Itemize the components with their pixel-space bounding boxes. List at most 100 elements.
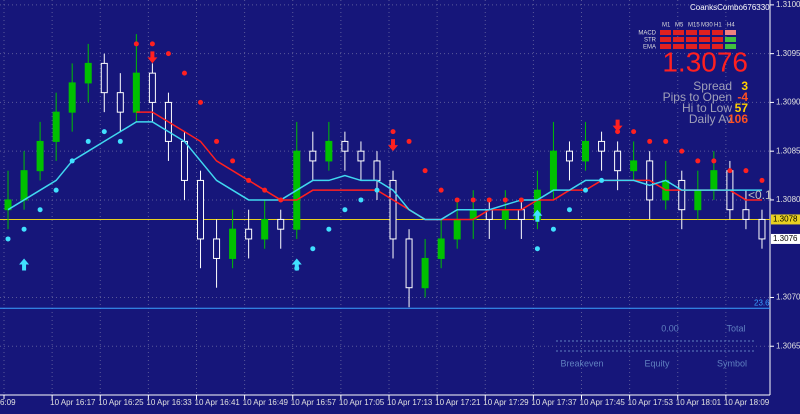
buy-arrow	[532, 209, 543, 222]
sar-dot	[679, 148, 685, 154]
sar-dot	[5, 236, 11, 242]
sar-dot	[198, 99, 204, 105]
x-tick-label: 10 Apr 17:29	[483, 398, 529, 407]
candle-body	[180, 140, 188, 181]
timeframe: M1	[662, 23, 671, 29]
sar-dot	[727, 168, 733, 174]
x-tick-label: 10 Apr 17:45	[580, 398, 626, 407]
sar-dot	[230, 158, 236, 164]
candle-body	[277, 218, 285, 230]
stat-value: 3	[741, 79, 748, 93]
sar-dot	[117, 138, 123, 144]
y-tick-label: 1.3095	[776, 49, 800, 58]
candle-body	[598, 140, 606, 152]
row-name: STR	[644, 38, 657, 44]
candle-body	[148, 72, 156, 103]
sar-dot	[69, 158, 75, 164]
signal-cell	[686, 44, 697, 49]
sar-dot	[149, 41, 155, 47]
level-tag-text: 1.3078	[773, 215, 798, 224]
timeframe: H1	[714, 23, 722, 29]
y-tick-label: 1.3085	[776, 146, 800, 155]
sar-dot	[21, 226, 27, 232]
candle-body	[614, 150, 622, 172]
candle-body	[405, 238, 413, 289]
stat-label: Daily Av	[689, 112, 732, 126]
candle-body	[213, 238, 221, 259]
stat-value: 106	[728, 112, 748, 126]
y-tick-label: 1.3065	[776, 341, 800, 350]
sar-dot	[518, 197, 524, 203]
buy-arrow	[19, 258, 30, 271]
level-tag	[771, 214, 800, 225]
sar-dot	[454, 197, 460, 203]
candle-body	[565, 150, 573, 162]
candle-body	[453, 218, 461, 240]
candle-body	[421, 257, 429, 289]
sar-dot	[566, 207, 572, 213]
candle-body	[582, 140, 590, 162]
candle-body	[132, 72, 140, 113]
sar-dot	[326, 226, 332, 232]
candle-body	[52, 111, 60, 142]
sar-dot	[631, 129, 637, 135]
footer-total: Total	[726, 323, 745, 333]
candle-body	[36, 140, 44, 172]
candle-body	[710, 170, 718, 191]
footer-amount: 0.00	[661, 323, 679, 333]
candle-body	[261, 218, 269, 240]
x-tick-label: 10 Apr 18:01	[676, 398, 722, 407]
x-tick-label: 10 Apr 16:25	[98, 398, 144, 407]
signal-cell	[725, 44, 736, 49]
sell-arrow	[147, 51, 158, 64]
x-tick-label: 10 Apr 17:53	[628, 398, 674, 407]
candle-body	[20, 170, 28, 201]
signal-cell	[686, 37, 697, 42]
candle-body	[517, 209, 525, 220]
sar-dot	[550, 226, 556, 232]
x-tick-label: 10 Apr 16:57	[291, 398, 337, 407]
sar-dot	[743, 168, 749, 174]
x-tick-label: 10 Apr 17:37	[531, 398, 577, 407]
buy-arrow	[291, 258, 302, 271]
signal-cell	[712, 44, 723, 49]
x-tick-label: 10 Apr 16:17	[50, 398, 96, 407]
row-name: MACD	[638, 31, 656, 37]
x-tick-label: 6:09	[0, 398, 16, 407]
sar-dot	[583, 187, 589, 193]
sar-dot	[486, 197, 492, 203]
candle-body	[100, 62, 108, 94]
candle-body	[325, 140, 333, 162]
stat-label: Spread	[693, 79, 732, 93]
x-tick-label: 10 Apr 17:13	[387, 398, 433, 407]
sar-dot	[358, 197, 364, 203]
footer-column: Symbol	[717, 358, 747, 368]
stat-label: Hi to Low	[682, 101, 732, 115]
signal-cell	[660, 44, 671, 49]
footer-column: Breakeven	[560, 358, 603, 368]
timeframe: M5	[675, 23, 684, 29]
signal-cell	[686, 30, 697, 35]
signal-cell	[699, 37, 710, 42]
sar-dot	[246, 177, 252, 183]
timeframe: M15	[688, 23, 700, 29]
candle-body	[437, 238, 445, 259]
x-tick-label: 10 Apr 17:21	[435, 398, 481, 407]
sar-dot	[165, 51, 171, 57]
candle-body	[68, 82, 76, 113]
y-tick-label: 1.3100	[776, 0, 800, 9]
sar-dot	[214, 138, 220, 144]
sar-dot	[695, 158, 701, 164]
signal-cell	[725, 37, 736, 42]
x-tick-label: 10 Apr 16:33	[146, 398, 192, 407]
candle-body	[357, 150, 365, 162]
side-note: <0.1	[748, 188, 772, 202]
signal-cell	[673, 44, 684, 49]
sar-dot	[534, 246, 540, 252]
signal-cell	[712, 37, 723, 42]
signal-cell	[660, 37, 671, 42]
candle-body	[84, 62, 92, 84]
big-price: 1.3076	[662, 46, 748, 77]
candle-body	[630, 160, 638, 172]
sar-dot	[406, 138, 412, 144]
